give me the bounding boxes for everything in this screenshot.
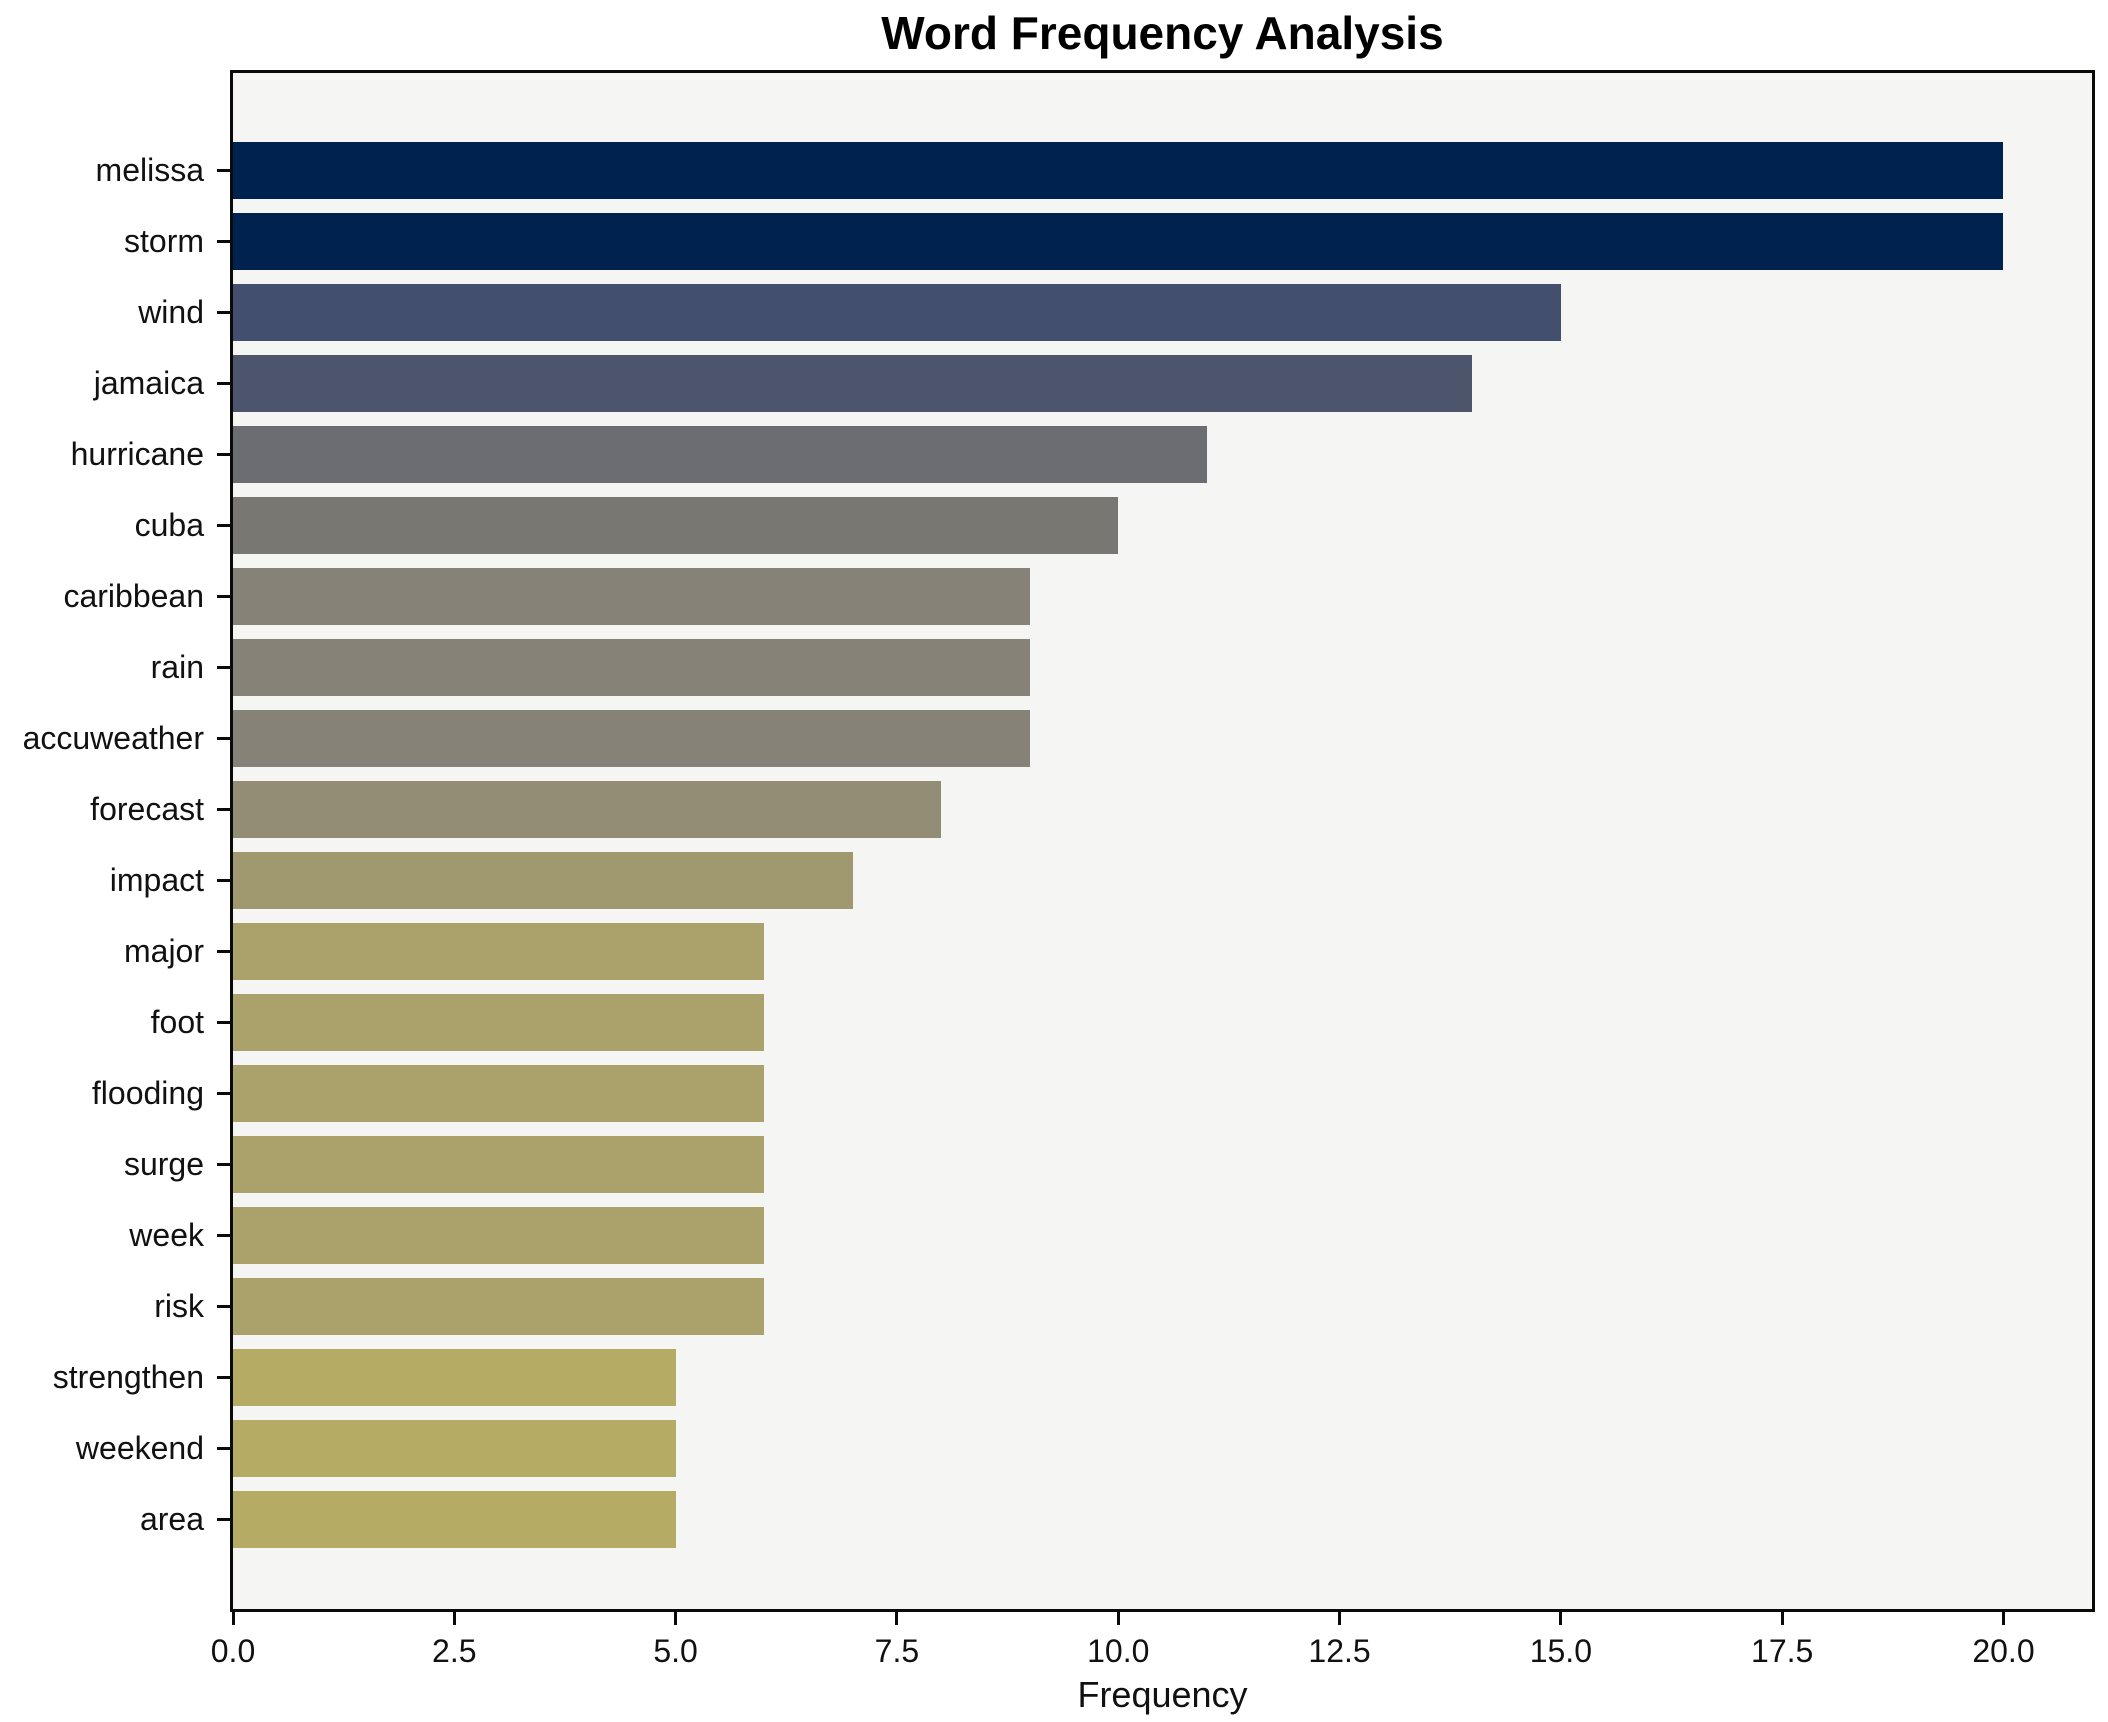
y-tick-label-storm: storm <box>124 223 204 259</box>
y-tick-label-melissa: melissa <box>95 152 204 188</box>
bar-surge <box>233 1136 765 1193</box>
y-tick-label-surge: surge <box>123 1146 204 1182</box>
y-tick-mark <box>217 1518 230 1521</box>
y-tick-label-weekend: weekend <box>75 1430 204 1466</box>
y-tick-mark <box>217 1447 230 1450</box>
bar-risk <box>233 1278 765 1335</box>
bar-jamaica <box>233 355 1473 412</box>
y-tick-label-accuweather: accuweather <box>22 720 204 756</box>
y-tick-mark <box>217 879 230 882</box>
x-tick-mark <box>231 1612 235 1625</box>
y-tick-mark <box>217 311 230 314</box>
bar-accuweather <box>233 710 1030 767</box>
y-tick-label-major: major <box>123 933 204 969</box>
y-tick-mark <box>217 453 230 456</box>
x-tick-mark <box>1338 1612 1342 1625</box>
bar-cuba <box>233 497 1119 554</box>
x-axis-label: Frequency <box>1077 1674 1248 1715</box>
x-tick-label-17.5: 17.5 <box>1751 1633 1814 1669</box>
y-tick-mark <box>217 1163 230 1166</box>
bar-storm <box>233 213 2004 270</box>
y-tick-label-hurricane: hurricane <box>70 436 204 472</box>
y-tick-mark <box>217 382 230 385</box>
y-tick-mark <box>217 169 230 172</box>
y-tick-label-flooding: flooding <box>91 1075 204 1111</box>
y-tick-mark <box>217 1021 230 1024</box>
y-tick-label-caribbean: caribbean <box>63 578 204 614</box>
bar-forecast <box>233 781 942 838</box>
y-tick-mark <box>217 1305 230 1308</box>
x-tick-label-5.0: 5.0 <box>653 1633 698 1669</box>
x-tick-label-7.5: 7.5 <box>874 1633 920 1669</box>
x-tick-label-12.5: 12.5 <box>1308 1633 1371 1669</box>
y-tick-mark <box>217 950 230 953</box>
bar-area <box>233 1491 676 1548</box>
bar-caribbean <box>233 568 1030 625</box>
y-tick-label-impact: impact <box>109 862 204 898</box>
bar-wind <box>233 284 1561 341</box>
y-tick-mark <box>217 240 230 243</box>
y-tick-mark <box>217 1092 230 1095</box>
y-tick-mark <box>217 1376 230 1379</box>
x-tick-mark <box>1780 1612 1784 1625</box>
x-tick-mark <box>674 1612 678 1625</box>
y-tick-label-jamaica: jamaica <box>93 365 204 401</box>
y-tick-mark <box>217 1234 230 1237</box>
chart-title: Word Frequency Analysis <box>881 7 1444 59</box>
bar-weekend <box>233 1420 676 1477</box>
bar-hurricane <box>233 426 1207 483</box>
x-tick-mark <box>1116 1612 1120 1625</box>
x-tick-label-15.0: 15.0 <box>1529 1633 1592 1669</box>
y-tick-label-week: week <box>129 1217 204 1253</box>
y-tick-label-area: area <box>139 1501 204 1537</box>
y-tick-mark <box>217 666 230 669</box>
y-tick-label-wind: wind <box>138 294 204 330</box>
y-tick-mark <box>217 595 230 598</box>
y-tick-mark <box>217 808 230 811</box>
x-tick-mark <box>1559 1612 1563 1625</box>
x-tick-label-0.0: 0.0 <box>210 1633 256 1669</box>
bar-major <box>233 923 765 980</box>
bar-flooding <box>233 1065 765 1122</box>
x-tick-mark <box>895 1612 899 1625</box>
y-tick-label-strengthen: strengthen <box>52 1359 204 1395</box>
y-tick-label-foot: foot <box>150 1004 204 1040</box>
x-tick-mark <box>452 1612 456 1625</box>
y-tick-mark <box>217 737 230 740</box>
bar-foot <box>233 994 765 1051</box>
bar-week <box>233 1207 765 1264</box>
bar-melissa <box>233 142 2004 199</box>
plot-area <box>230 70 2095 1612</box>
x-tick-label-10.0: 10.0 <box>1087 1633 1150 1669</box>
y-tick-mark <box>217 524 230 527</box>
y-tick-label-risk: risk <box>154 1288 204 1324</box>
y-tick-label-forecast: forecast <box>90 791 204 827</box>
y-tick-label-cuba: cuba <box>134 507 204 543</box>
y-tick-label-rain: rain <box>150 649 204 685</box>
bar-rain <box>233 639 1030 696</box>
bar-impact <box>233 852 853 909</box>
x-tick-label-2.5: 2.5 <box>432 1633 477 1669</box>
x-tick-label-20.0: 20.0 <box>1972 1633 2035 1669</box>
bar-strengthen <box>233 1349 676 1406</box>
x-tick-mark <box>2001 1612 2005 1625</box>
